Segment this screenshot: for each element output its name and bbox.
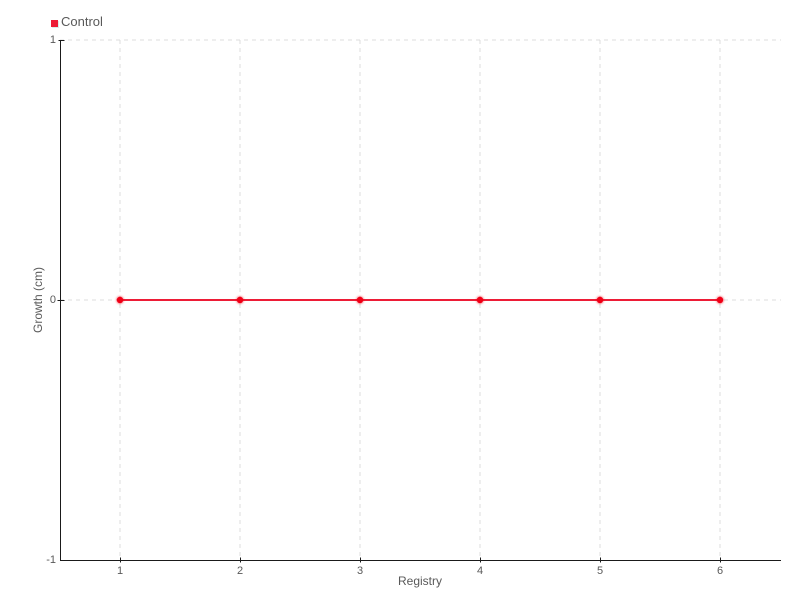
svg-text:0: 0 — [50, 294, 56, 306]
svg-text:4: 4 — [477, 565, 483, 577]
svg-text:-1: -1 — [46, 554, 56, 566]
svg-text:Growth (cm): Growth (cm) — [31, 267, 45, 333]
svg-text:2: 2 — [237, 565, 243, 577]
svg-text:6: 6 — [717, 565, 723, 577]
svg-text:Control: Control — [61, 14, 103, 29]
svg-text:5: 5 — [597, 565, 603, 577]
svg-text:3: 3 — [357, 565, 363, 577]
svg-text:1: 1 — [50, 34, 56, 46]
svg-text:1: 1 — [117, 565, 123, 577]
svg-text:Registry: Registry — [398, 574, 442, 588]
